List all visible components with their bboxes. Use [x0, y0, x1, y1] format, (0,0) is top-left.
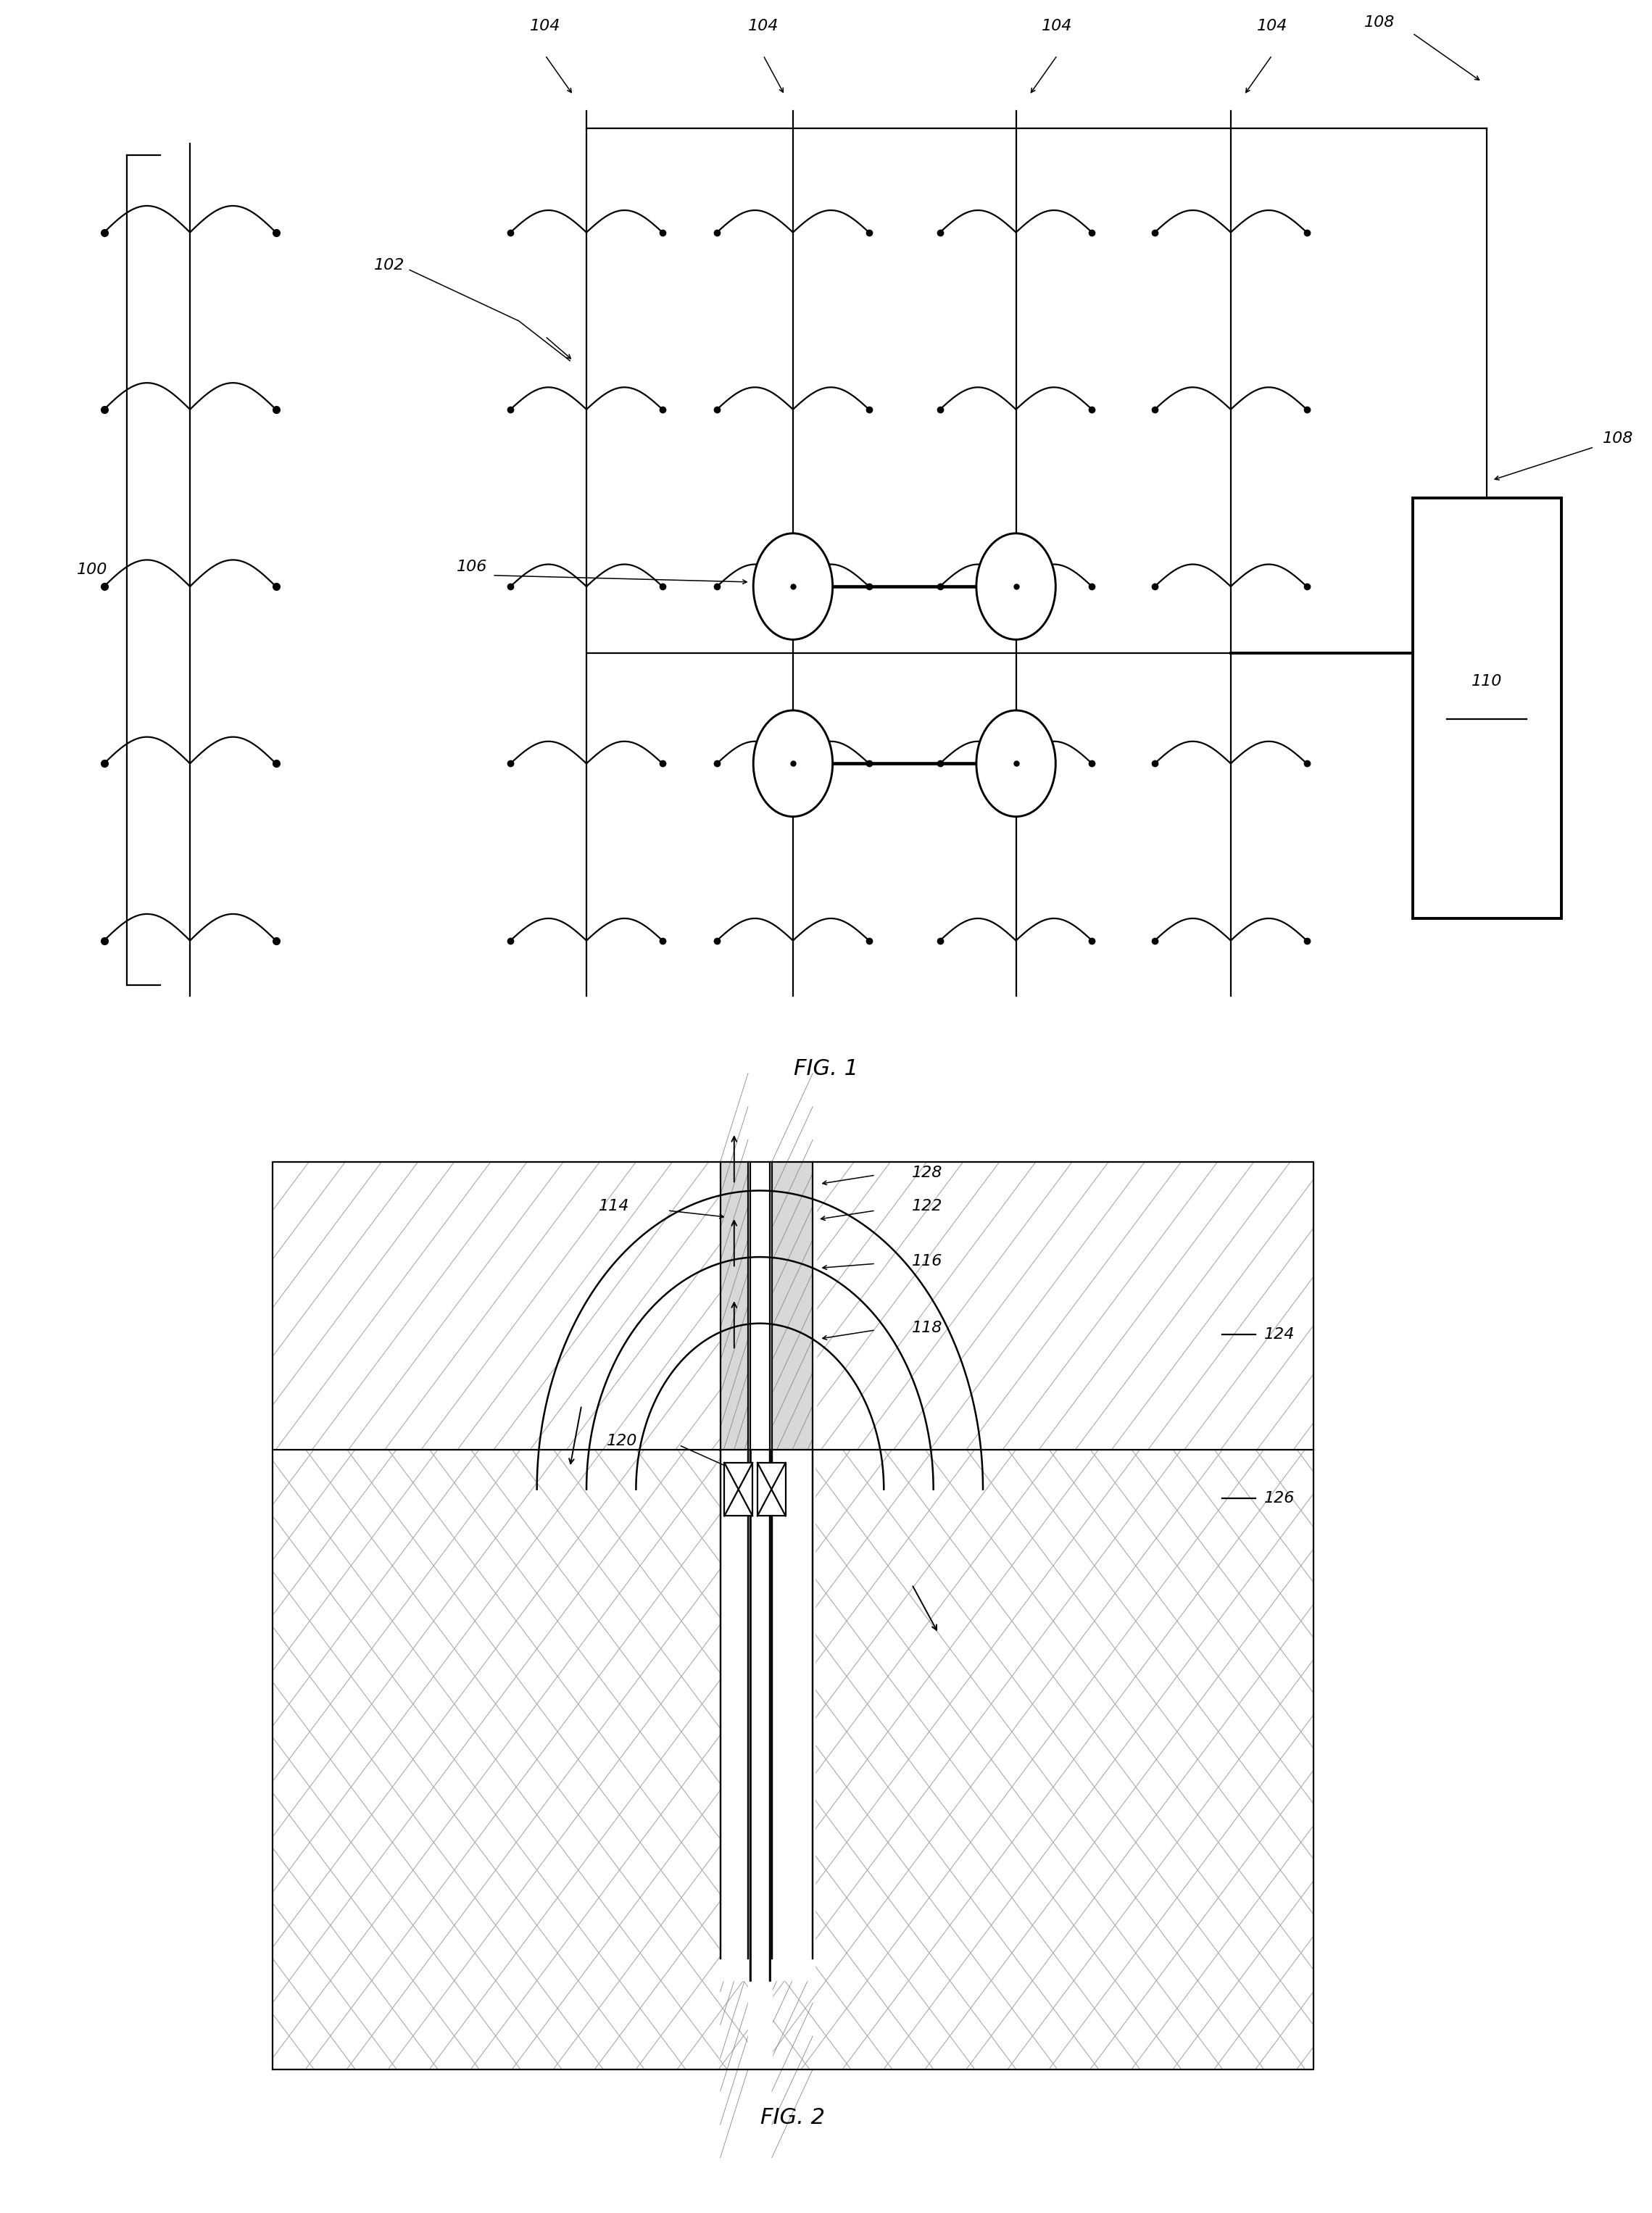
- Text: 114: 114: [598, 1199, 629, 1213]
- Polygon shape: [720, 1140, 816, 1450]
- Text: 120: 120: [606, 1434, 638, 1447]
- Bar: [1412, 498, 1561, 918]
- Circle shape: [976, 710, 1056, 817]
- Text: FIG. 2: FIG. 2: [760, 2107, 826, 2129]
- Polygon shape: [720, 1162, 748, 1450]
- Circle shape: [753, 710, 833, 817]
- Circle shape: [753, 533, 833, 640]
- Text: 128: 128: [912, 1166, 943, 1180]
- Text: 122: 122: [912, 1199, 943, 1213]
- Text: 102: 102: [373, 259, 405, 272]
- Text: 108: 108: [1602, 432, 1634, 445]
- Text: 124: 124: [1264, 1328, 1295, 1341]
- Text: 116: 116: [912, 1255, 943, 1268]
- Polygon shape: [720, 1450, 814, 1981]
- Text: FIG. 1: FIG. 1: [793, 1058, 859, 1080]
- Text: 104: 104: [1042, 18, 1072, 33]
- Text: 110: 110: [1472, 675, 1502, 688]
- Polygon shape: [273, 1162, 1313, 1450]
- Text: 104: 104: [748, 18, 778, 33]
- Polygon shape: [748, 1162, 771, 2069]
- Bar: [758, 1463, 786, 1516]
- Text: 118: 118: [912, 1321, 943, 1334]
- Text: 104: 104: [530, 18, 560, 33]
- Text: 126: 126: [1264, 1492, 1295, 1505]
- Text: 106: 106: [456, 560, 487, 573]
- Text: 100: 100: [76, 562, 107, 578]
- Text: 104: 104: [1257, 18, 1287, 33]
- Text: 108: 108: [1365, 15, 1394, 29]
- Circle shape: [976, 533, 1056, 640]
- Polygon shape: [771, 1162, 813, 1450]
- Bar: [724, 1463, 752, 1516]
